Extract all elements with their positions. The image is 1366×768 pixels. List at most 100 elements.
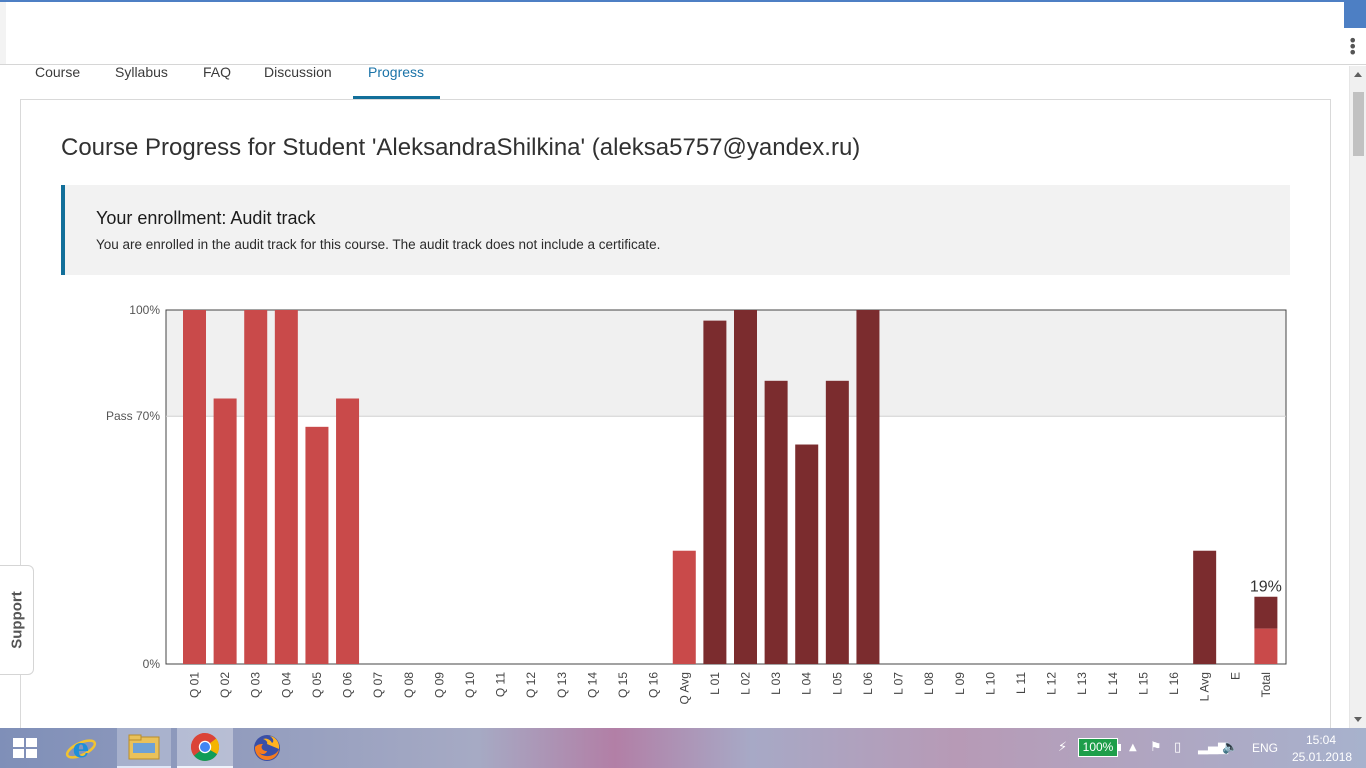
clock-time[interactable]: 15:04: [1306, 733, 1337, 747]
x-tick-label: Q 08: [402, 672, 416, 698]
kebab-menu-icon[interactable]: • • •: [1348, 31, 1358, 62]
x-tick-label: Q 05: [310, 672, 324, 698]
x-tick-label: Q 09: [432, 672, 446, 698]
device-icon[interactable]: ▯: [1174, 740, 1182, 755]
x-tick-label: L 10: [983, 672, 997, 695]
grade-chart: 0% Pass 70% 100% Q 01 Q 02 Q 03 Q 04 Q 05 Q 06 Q …: [106, 303, 1287, 704]
x-tick-label: Q 01: [188, 672, 202, 698]
start-button[interactable]: [0, 728, 50, 768]
network-signal-icon[interactable]: ▂▄▆: [1198, 740, 1228, 755]
x-tick-label: L 06: [861, 672, 875, 695]
x-tick-label: L 09: [953, 672, 967, 695]
bar-l-05: [825, 380, 849, 664]
enrollment-notice: Your enrollment: Audit track You are enr…: [61, 185, 1290, 275]
scroll-down-arrow-icon[interactable]: [1354, 717, 1362, 722]
tab-course[interactable]: Course: [35, 64, 81, 80]
total-value-label: 19%: [1250, 579, 1282, 596]
x-tick-label: Q 15: [616, 672, 630, 698]
tab-faq[interactable]: FAQ: [203, 64, 232, 80]
bar-q-03: [244, 310, 268, 664]
x-tick-label: Q 14: [585, 672, 599, 698]
file-explorer-taskbar-button[interactable]: [117, 728, 171, 768]
x-tick-label: L 01: [708, 672, 722, 695]
firefox-taskbar-button[interactable]: [240, 728, 294, 768]
bar-l-04: [795, 444, 819, 664]
x-tick-label: L 11: [1014, 672, 1028, 694]
tab-progress[interactable]: Progress: [368, 64, 425, 80]
chrome-icon: [191, 733, 220, 761]
x-tick-label: Q 16: [647, 672, 661, 698]
x-tick-label: L 02: [739, 672, 753, 695]
x-tick-label: Q 10: [463, 672, 477, 698]
bar-l-avg: [1193, 550, 1217, 664]
x-tick-label: Q Avg: [677, 672, 691, 704]
x-tick-label: L 16: [1167, 672, 1181, 695]
bar-q-06: [336, 398, 360, 664]
bar-l-06: [856, 310, 880, 664]
y-tick-label: 100%: [129, 303, 160, 317]
x-tick-label: Q 13: [555, 672, 569, 698]
show-hidden-icons-icon[interactable]: ▲: [1129, 742, 1137, 753]
folder-icon: [128, 734, 160, 760]
taskbar: e ⚡ 100% ▲ ⚑ ▯ ▂▄▆ 🔈 ENG 15:04 25.0: [0, 728, 1366, 768]
enrollment-title: Your enrollment: Audit track: [96, 208, 316, 228]
bar-q-02: [213, 398, 237, 664]
bar-q-05: [305, 426, 329, 664]
x-tick-label: L 07: [892, 672, 906, 695]
x-tick-label: E: [1228, 672, 1242, 680]
browser-toolbar: • • •: [0, 0, 1366, 66]
x-tick-label: L 05: [830, 672, 844, 695]
bar-q-04: [274, 310, 298, 664]
toolbar-divider: [0, 64, 1366, 65]
y-tick-label: 0%: [143, 657, 161, 671]
x-tick-label: Q 12: [524, 672, 538, 698]
window-corner: [1344, 0, 1366, 28]
window-accent-line: [0, 0, 1345, 2]
x-tick-label: Q 03: [249, 672, 263, 698]
bar-total-lab: [1254, 596, 1278, 629]
x-tick-label: Q 07: [371, 672, 385, 698]
x-tick-label: L Avg: [1198, 672, 1212, 701]
x-tick-label: Q 04: [279, 672, 293, 698]
action-center-flag-icon[interactable]: ⚑: [1150, 740, 1162, 755]
active-tab-indicator: [353, 96, 440, 99]
x-tick-label: Q 11: [494, 672, 508, 697]
svg-text:e: e: [73, 734, 90, 764]
internet-explorer-icon: e: [65, 734, 97, 764]
y-tick-label: Pass 70%: [106, 409, 160, 423]
power-plug-icon[interactable]: ⚡: [1058, 740, 1068, 755]
language-indicator[interactable]: ENG: [1252, 741, 1279, 755]
support-label: Support: [8, 591, 25, 649]
x-tick-label: L 13: [1075, 672, 1089, 695]
toolbar-edge: [0, 2, 6, 64]
tab-discussion[interactable]: Discussion: [264, 64, 332, 80]
x-tick-label: Total: [1259, 672, 1273, 697]
windows-logo-icon: [13, 738, 37, 758]
x-tick-label: L 14: [1106, 672, 1120, 695]
x-tick-label: L 03: [769, 672, 783, 695]
x-tick-label: L 08: [922, 672, 936, 695]
page-scrollbar[interactable]: [1349, 66, 1366, 728]
bar-q-avg: [672, 550, 696, 664]
chrome-taskbar-button[interactable]: [177, 728, 233, 768]
page-title: Course Progress for Student 'AleksandraS…: [61, 134, 861, 161]
battery-indicator[interactable]: 100%: [1078, 738, 1118, 757]
x-tick-label: L 15: [1136, 672, 1150, 695]
scroll-thumb[interactable]: [1353, 92, 1364, 156]
bar-total-quiz: [1254, 628, 1278, 664]
support-tab[interactable]: Support: [0, 565, 34, 675]
x-tick-label: Q 06: [341, 672, 355, 698]
bar-l-03: [764, 380, 788, 664]
bar-q-01: [183, 310, 206, 664]
bar-l-01: [703, 320, 727, 664]
battery-terminal: [1118, 744, 1121, 751]
firefox-icon: [254, 735, 280, 761]
tab-syllabus[interactable]: Syllabus: [115, 64, 168, 80]
x-tick-label: L 04: [800, 672, 814, 695]
volume-icon[interactable]: 🔈: [1222, 740, 1239, 755]
x-tick-label: L 12: [1045, 672, 1059, 695]
x-tick-label: Q 02: [218, 672, 232, 698]
scroll-up-arrow-icon[interactable]: [1354, 72, 1362, 77]
internet-explorer-taskbar-button[interactable]: e: [58, 728, 104, 768]
clock-date[interactable]: 25.01.2018: [1292, 750, 1353, 764]
